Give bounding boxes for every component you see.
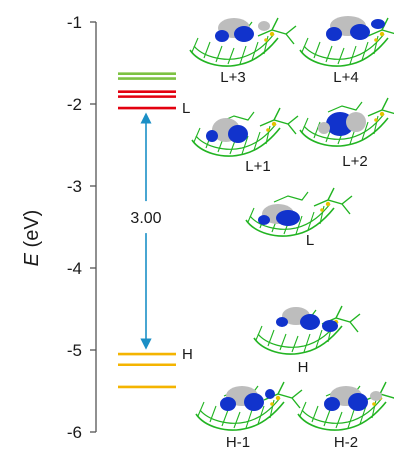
gap-value-label: 3.00 bbox=[130, 210, 161, 227]
y-tick-label: -3 bbox=[67, 177, 82, 196]
orbital-label-h1: H-1 bbox=[226, 434, 250, 451]
orbital-label-l: L bbox=[306, 232, 314, 249]
y-tick-label: -4 bbox=[67, 259, 82, 278]
orbital-image-h1 bbox=[195, 381, 303, 431]
y-axis-label: E (eV) bbox=[21, 210, 43, 267]
y-tick-label: -5 bbox=[67, 341, 82, 360]
orbital-label-l4: L+4 bbox=[333, 69, 358, 86]
orbital-image-h2 bbox=[297, 381, 394, 431]
orbital-image-l3 bbox=[189, 17, 297, 67]
energy-levels: LH bbox=[118, 72, 193, 389]
orbital-label-h: H bbox=[298, 359, 309, 376]
orbital-image-l1 bbox=[191, 107, 299, 157]
energy-level-label: H bbox=[182, 346, 193, 363]
y-tick-label: -1 bbox=[67, 13, 82, 32]
y-axis-label-unit: (eV) bbox=[21, 210, 43, 253]
orbital-label-l2: L+2 bbox=[342, 153, 367, 170]
orbital-label-h2: H-2 bbox=[334, 434, 358, 451]
orbital-image-l4 bbox=[299, 16, 394, 67]
y-tick-label: -2 bbox=[67, 95, 82, 114]
orbital-image-l bbox=[245, 187, 353, 237]
y-axis-ticks: -1 -2 -3 -4 -5 -6 bbox=[67, 13, 96, 442]
orbital-image-l2 bbox=[299, 97, 394, 147]
y-tick-label: -6 bbox=[67, 423, 82, 442]
energy-level-label: L bbox=[182, 100, 190, 117]
orbital-renderings bbox=[189, 16, 394, 431]
y-axis-label-variable: E bbox=[21, 252, 43, 266]
band-gap: 3.00 bbox=[130, 112, 162, 350]
orbital-label-l1: L+1 bbox=[245, 158, 270, 175]
orbital-image-h bbox=[253, 305, 361, 355]
orbital-label-l3: L+3 bbox=[220, 69, 245, 86]
